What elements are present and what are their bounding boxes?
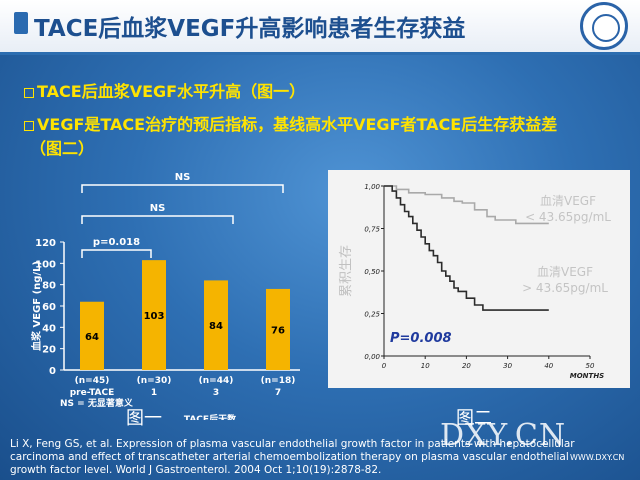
x-tick-label: 7 — [275, 388, 281, 398]
x-tick-label: 3 — [213, 388, 219, 398]
figure2-caption: 图二 — [456, 408, 492, 429]
km-y-tick-label: 0,25 — [364, 311, 380, 319]
bar-value-label: 76 — [271, 325, 285, 336]
watermark-logo: DXY.CN — [440, 418, 567, 453]
bar-chart-annotations: p=0.018 NS NS — [81, 172, 284, 258]
km-y-tick-label: 1,00 — [364, 183, 380, 191]
bracket-line — [81, 249, 152, 258]
km-chart-text: 血清VEGF < 43.65pg/mL 血清VEGF > 43.65pg/mL P=0.… — [390, 194, 611, 346]
bar — [266, 288, 290, 370]
figure1-bar-chart: 0 20 40 60 80 100 120 血浆 VEGF (ng/L) TACE后天数 NS =… — [30, 172, 300, 420]
y-tick-label: 60 — [42, 302, 56, 313]
sample-size-label: (n=44) — [199, 376, 234, 386]
x-tick-label: pre-TACE — [70, 388, 115, 398]
km-curve-low-vegf — [384, 185, 549, 225]
km-series-label-low-line2: < 43.65pg/mL — [525, 210, 611, 224]
bar-value-label: 103 — [144, 311, 165, 322]
x-tick-label: 1 — [151, 388, 157, 398]
km-chart-marks — [384, 185, 549, 311]
y-tick-label: 80 — [42, 281, 56, 292]
bar-value-label: 84 — [209, 321, 223, 332]
bar-chart-marks: 64 (n=45) pre-TACE 103 (n=30) 1 84 (n=44) 3 76 (n=… — [70, 260, 296, 398]
y-tick-label: 100 — [35, 259, 56, 270]
checkbox-bullet-icon — [24, 87, 34, 98]
figure1-caption: 图一 — [126, 408, 162, 429]
km-x-tick-label: 50 — [586, 362, 595, 370]
bracket-label: NS — [175, 172, 191, 183]
bracket-line — [81, 184, 284, 193]
bar — [204, 280, 228, 370]
bar — [142, 260, 166, 370]
km-x-tick-label: 30 — [503, 362, 512, 370]
bullet-point-2-continued: （图二） — [30, 139, 95, 158]
km-y-tick-label: 0,00 — [364, 353, 380, 361]
km-chart-axes: 0,00 0,25 0,50 0,75 1,00 0 10 20 30 40 50 MONTHS 累积生… — [339, 183, 604, 380]
y-tick-label: 120 — [35, 238, 56, 249]
y-tick-label: 20 — [42, 345, 56, 356]
bullet-1-text: TACE后血浆VEGF水平升高（图一） — [37, 82, 306, 101]
km-y-tick-label: 0,75 — [364, 226, 380, 234]
bar-value-label: 64 — [85, 332, 99, 343]
km-curve-high-vegf — [384, 185, 549, 311]
km-series-label-high-line1: 血清VEGF — [537, 265, 593, 279]
significance-bracket-ns-7: NS — [81, 172, 284, 193]
slide-title: TACE后血浆VEGF升高影响患者生存获益 — [34, 16, 466, 42]
watermark-url: WWW.DXY.CN — [570, 453, 625, 462]
x-axis-title: TACE后天数 — [184, 413, 237, 420]
km-x-tick-label: 10 — [421, 362, 430, 370]
bracket-label: NS — [150, 203, 166, 214]
km-y-axis-title: 累积生存 — [339, 245, 354, 297]
km-series-label-high-line2: > 43.65pg/mL — [522, 281, 608, 295]
km-p-value: P=0.008 — [390, 331, 452, 346]
chart-footnote: NS = 无显著意义 — [60, 397, 134, 409]
km-series-label-low: 血清VEGF < 43.65pg/mL — [525, 194, 611, 224]
y-tick-label: 0 — [49, 366, 56, 377]
km-x-tick-label: 20 — [462, 362, 471, 370]
sample-size-label: (n=18) — [261, 376, 296, 386]
title-marker-icon — [14, 12, 28, 34]
figure2-survival-chart: 0,00 0,25 0,50 0,75 1,00 0 10 20 30 40 50 MONTHS 累积生… — [339, 183, 611, 380]
km-x-tick-label: 40 — [544, 362, 553, 370]
km-series-label-low-line1: 血清VEGF — [540, 194, 596, 208]
figure2-panel — [328, 170, 630, 388]
bullet-point-1: TACE后血浆VEGF水平升高（图一） — [24, 78, 305, 102]
bar-chart-axes: 0 20 40 60 80 100 120 血浆 VEGF (ng/L) TACE后天数 NS =… — [30, 238, 300, 420]
significance-bracket-ns-3: NS — [81, 203, 234, 224]
km-x-axis-title: MONTHS — [570, 372, 604, 380]
bullet-2-text: VEGF是TACE治疗的预后指标，基线高水平VEGF者TACE后生存获益差 — [37, 115, 558, 134]
title-bar: TACE后血浆VEGF升高影响患者生存获益 — [0, 0, 640, 55]
km-x-tick-label: 0 — [382, 362, 387, 370]
sample-size-label: (n=30) — [137, 376, 172, 386]
y-tick-label: 40 — [42, 323, 56, 334]
bracket-line — [81, 215, 234, 224]
citation-text: Li X, Feng GS, et al. Expression of plas… — [10, 438, 575, 476]
sample-size-label: (n=45) — [75, 376, 110, 386]
society-logo-icon — [580, 2, 628, 50]
bracket-label: p=0.018 — [93, 237, 140, 248]
km-y-tick-label: 0,50 — [364, 268, 380, 276]
km-series-label-high: 血清VEGF > 43.65pg/mL — [522, 265, 608, 295]
checkbox-bullet-icon — [24, 120, 34, 131]
y-axis-title: 血浆 VEGF (ng/L) — [30, 261, 43, 351]
bar — [80, 301, 104, 370]
significance-bracket-p: p=0.018 — [81, 237, 152, 258]
bullet-point-2: VEGF是TACE治疗的预后指标，基线高水平VEGF者TACE后生存获益差 — [24, 111, 557, 135]
